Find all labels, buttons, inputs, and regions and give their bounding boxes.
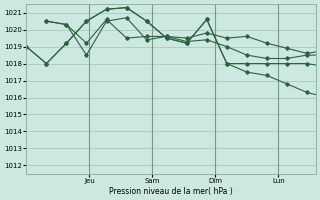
X-axis label: Pression niveau de la mer( hPa ): Pression niveau de la mer( hPa ): [109, 187, 233, 196]
